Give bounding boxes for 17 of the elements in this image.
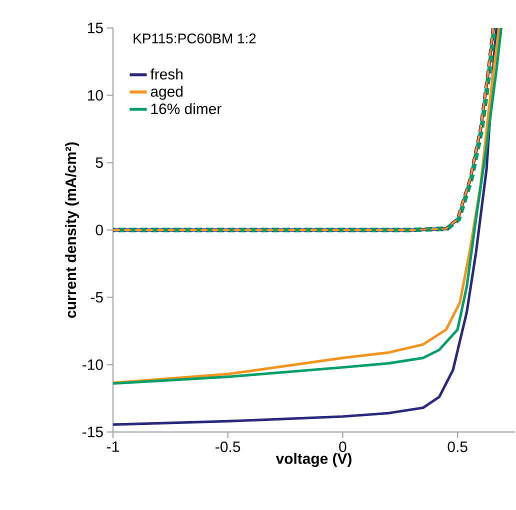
annotation: KP115:PC60BM 1:2 bbox=[134, 34, 256, 44]
y-tick-label: -5 bbox=[90, 292, 103, 303]
x-tick-label: 0.5 bbox=[448, 441, 468, 452]
x-tick-label: -0.5 bbox=[216, 441, 240, 452]
legend-label: aged bbox=[150, 86, 183, 100]
legend-label: fresh bbox=[150, 68, 182, 80]
y-tick-label: 10 bbox=[88, 90, 103, 101]
y-tick-label: 15 bbox=[88, 22, 103, 34]
y-tick-label: 5 bbox=[96, 157, 103, 168]
y-tick-label: 0 bbox=[96, 224, 103, 236]
x-tick-label: 0 bbox=[339, 441, 346, 452]
x-tick-label: -1 bbox=[107, 442, 119, 452]
x-axis-title: voltage (V) bbox=[276, 452, 352, 467]
y-tick-label: -10 bbox=[82, 359, 103, 370]
legend-label: 16% dimer bbox=[151, 103, 222, 114]
y-tick-label: -15 bbox=[82, 426, 103, 438]
y-axis-title: current density (mA/cm²) bbox=[65, 142, 80, 318]
